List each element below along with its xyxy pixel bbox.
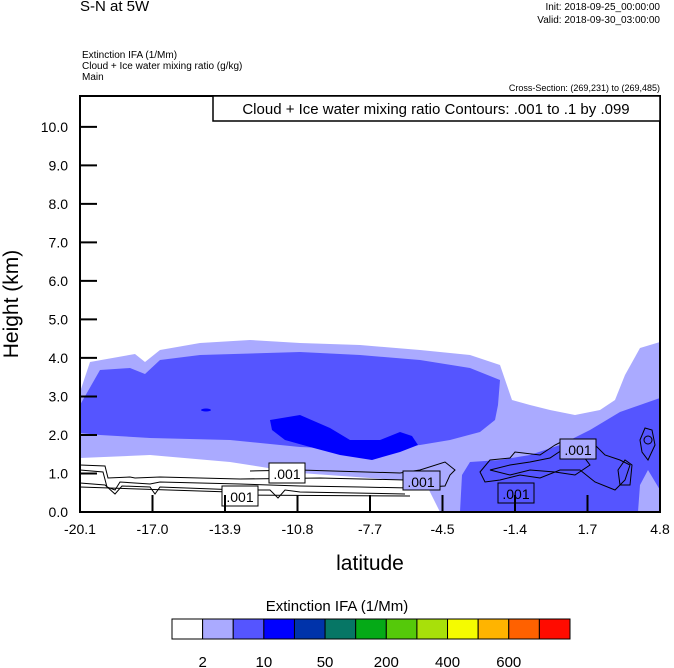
contour-line (79, 482, 406, 499)
colorbar-swatch (232, 618, 265, 640)
contour-line (79, 461, 456, 491)
y-axis: 0.0 1.0 2.0 3.0 4.0 5.0 6.0 7.0 8.0 9.0 10.0 (41, 119, 97, 520)
y-tick-label: 2.0 (49, 427, 69, 443)
contour-line (79, 464, 441, 481)
init-time: Init: 2018-09-25_00:00:00 (545, 2, 660, 13)
colorbar-label: 600 (496, 654, 521, 668)
y-tick-label: 7.0 (49, 234, 69, 250)
colorbar-swatch (171, 618, 204, 640)
svg-text:.001: .001 (407, 474, 434, 490)
contours (79, 427, 656, 499)
colorbar-swatch (477, 618, 510, 640)
colorbar-title: Extinction IFA (1/Mm) (265, 598, 409, 615)
contour-label: .001 (559, 438, 597, 460)
y-tick-label: 9.0 (49, 157, 69, 173)
field-cloud-ice: Cloud + Ice water mixing ratio (g/kg) (82, 61, 243, 72)
colorbar-label: 50 (317, 654, 334, 668)
contour-line (639, 427, 656, 461)
x-tick-label: -20.1 (64, 521, 96, 537)
y-tick-label: 3.0 (49, 388, 69, 404)
shade-dark (270, 415, 418, 460)
y-tick-label: 1.0 (49, 465, 69, 481)
colorbar-swatch (355, 618, 387, 640)
svg-text:.001: .001 (564, 442, 591, 458)
x-tick-label: -10.8 (282, 521, 314, 537)
field-main: Main (82, 72, 104, 83)
colorbar-swatch (447, 618, 479, 640)
field-extinction: Extinction IFA (1/Mm) (82, 50, 178, 61)
y-axis-label: Height (km) (0, 250, 23, 359)
colorbar-swatch (508, 618, 540, 640)
colorbar-label: 200 (374, 654, 399, 668)
valid-time: Valid: 2018-09-30_03:00:00 (537, 15, 660, 26)
x-tick-label: -13.9 (209, 521, 241, 537)
colorbar-swatch (538, 618, 571, 640)
y-tick-label: 8.0 (49, 196, 69, 212)
contour-line (643, 435, 653, 445)
shade-medium (80, 352, 500, 450)
x-tick-label: -4.5 (430, 521, 454, 537)
x-axis-label: latitude (336, 552, 404, 575)
colorbar-swatch (324, 618, 357, 640)
y-tick-label: 10.0 (41, 119, 68, 135)
colorbar-swatch (416, 618, 449, 640)
svg-text:.001: .001 (226, 489, 253, 505)
contour-legend: Cloud + Ice water mixing ratio Contours:… (212, 95, 661, 122)
shade-dark-spot (201, 408, 211, 412)
colorbar-label: 10 (256, 654, 273, 668)
y-tick-label: 6.0 (49, 273, 69, 289)
x-tick-label: 4.8 (650, 521, 670, 537)
cross-section-label: Cross-Section: (269,231) to (269,485) (508, 83, 660, 93)
svg-text:.001: .001 (502, 486, 529, 502)
colorbar-swatch (293, 618, 326, 640)
contour-line (479, 439, 631, 491)
contour-labels: .001 .001 .001 .001 .001 (221, 438, 597, 507)
contour-label: .001 (268, 462, 306, 484)
field-list: Extinction IFA (1/Mm) Cloud + Ice water … (82, 50, 242, 83)
contour-label: .001 (402, 470, 441, 491)
x-tick-label: -17.0 (137, 521, 169, 537)
colorbar: 2 10 50 200 400 600 (171, 618, 571, 668)
contour-label: .001 (497, 482, 535, 504)
colorbar-swatch (263, 618, 295, 640)
y-tick-label: 5.0 (49, 311, 69, 327)
x-tick-label: 1.7 (578, 521, 598, 537)
contour-line (617, 459, 633, 486)
colorbar-label: 400 (435, 654, 460, 668)
x-tick-label: -1.4 (503, 521, 527, 537)
time-info: Init: 2018-09-25_00:00:00 Valid: 2018-09… (537, 1, 660, 27)
colorbar-swatch (202, 618, 234, 640)
y-tick-label: 0.0 (49, 504, 69, 520)
plot-title: S-N at 5W (80, 0, 150, 15)
svg-text:.001: .001 (273, 466, 300, 482)
shading (80, 340, 660, 512)
colorbar-swatch (385, 618, 418, 640)
contour-legend-text: Cloud + Ice water mixing ratio Contours:… (242, 101, 629, 118)
x-tick-label: -7.7 (358, 521, 382, 537)
y-tick-label: 4.0 (49, 350, 69, 366)
contour-label: .001 (221, 485, 259, 507)
x-axis: -20.1 -17.0 -13.9 -10.8 -7.7 -4.5 -1.4 1.7 4.8 (64, 495, 670, 537)
colorbar-label: 2 (198, 654, 206, 668)
